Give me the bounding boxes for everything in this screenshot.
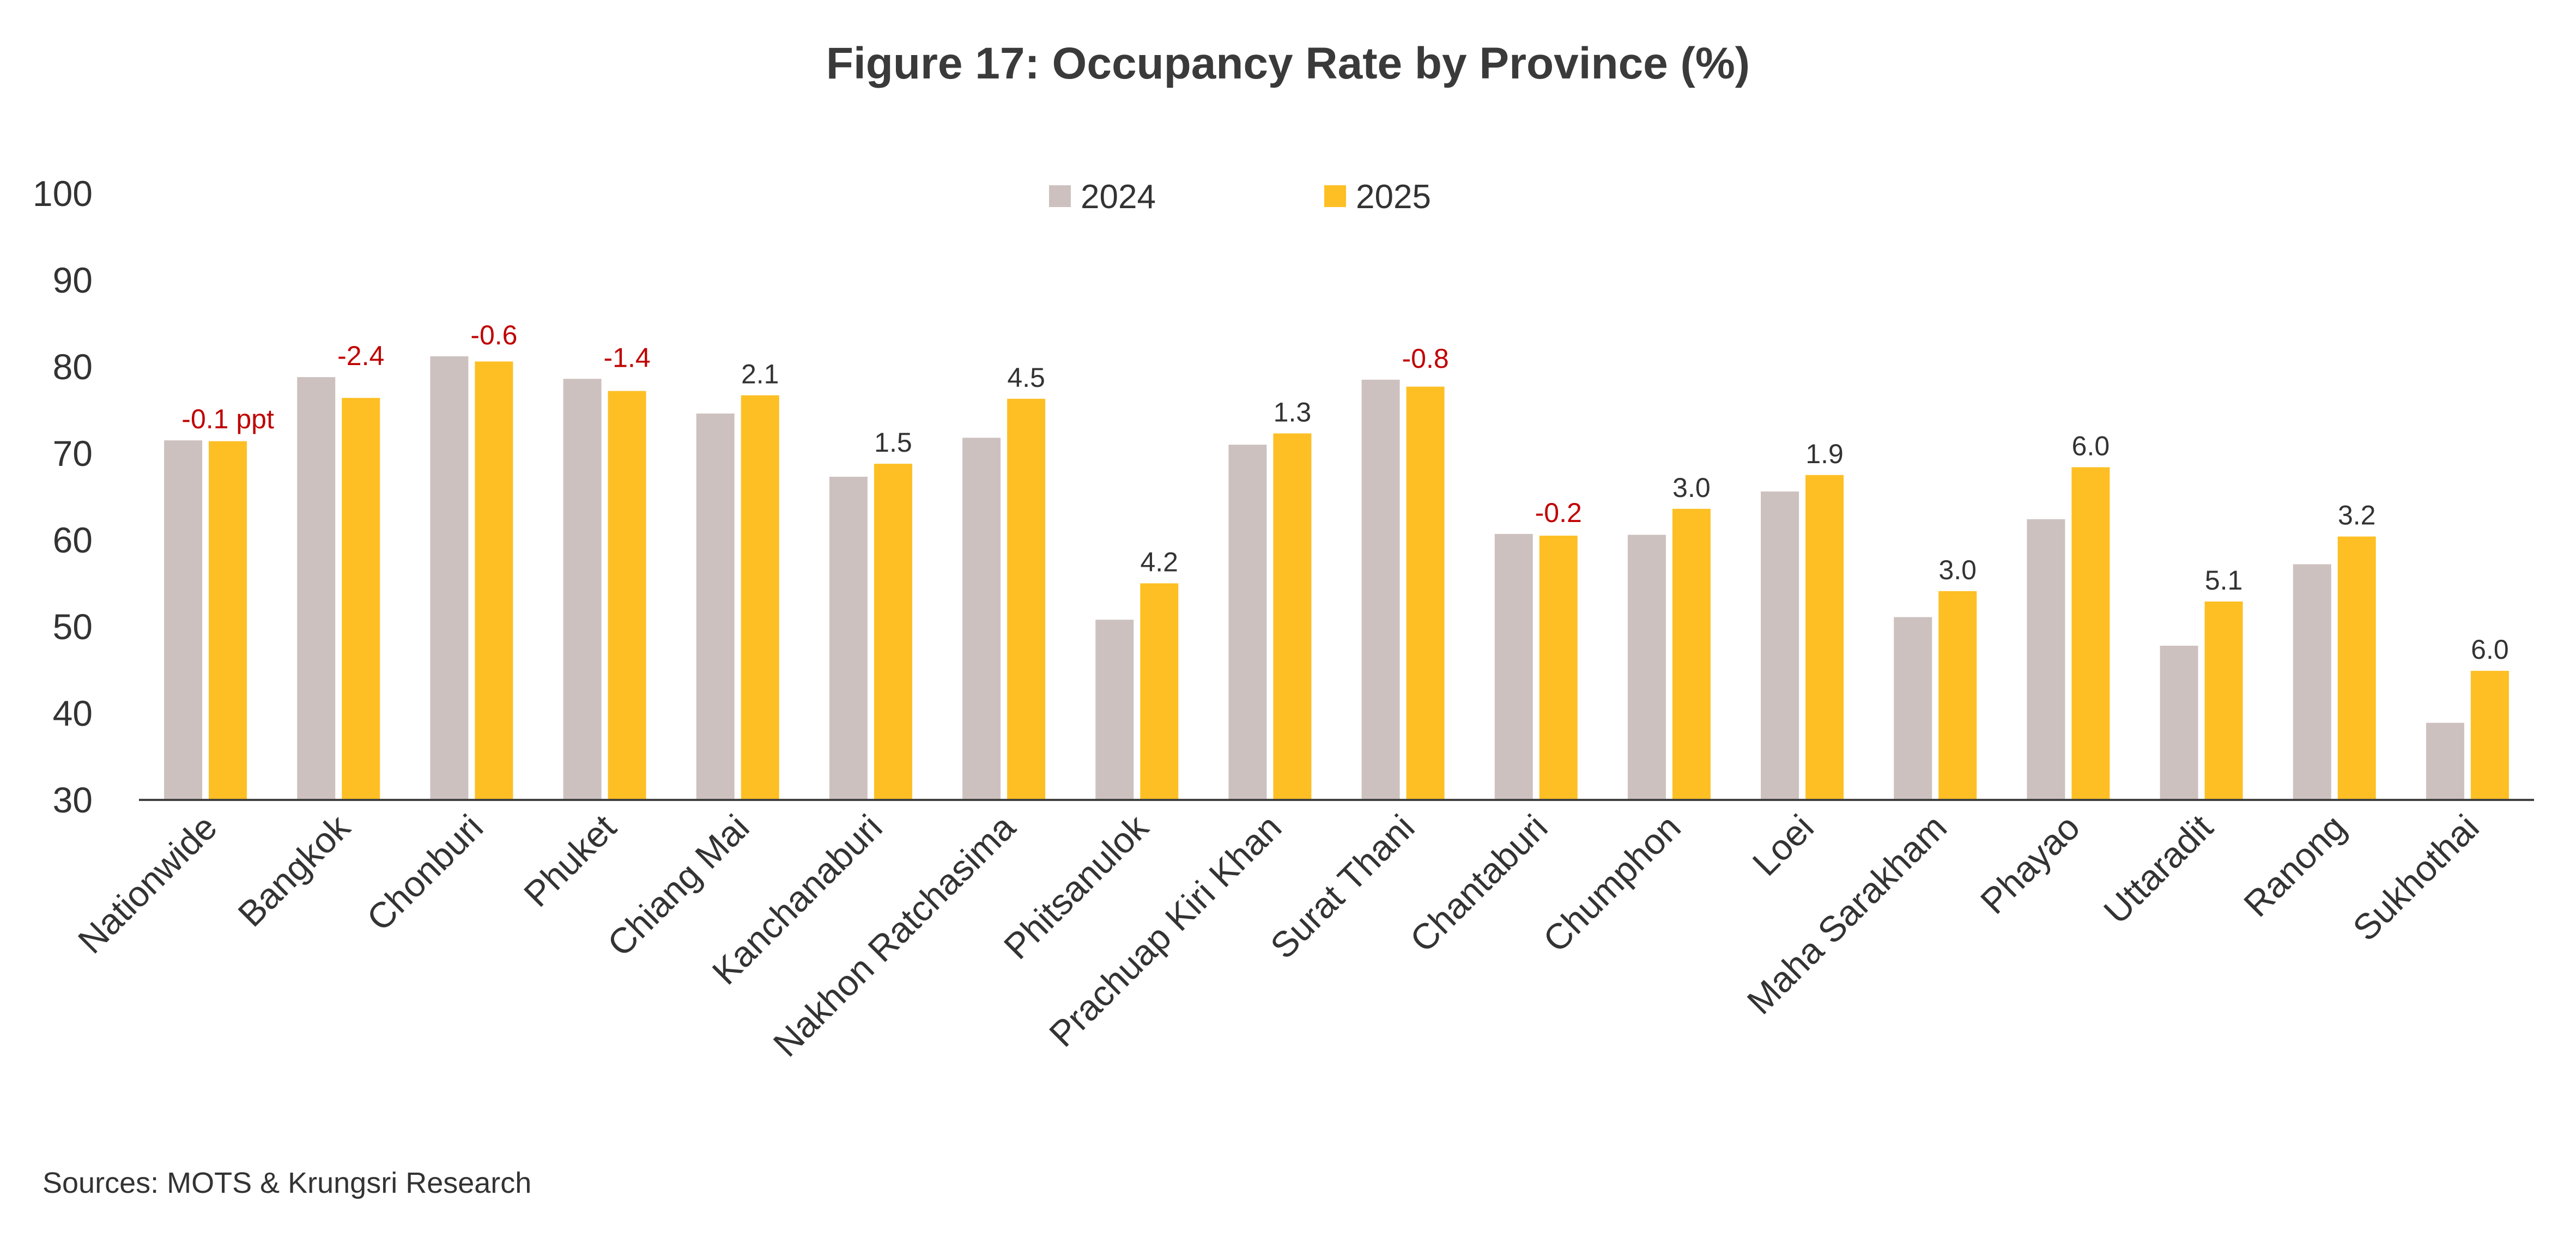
data-label: -2.4 (337, 341, 384, 371)
bar-2025 (1406, 386, 1445, 800)
legend-label: 2025 (1356, 178, 1431, 216)
data-label: 1.5 (874, 427, 912, 458)
x-tick-label: Nationwide (70, 807, 225, 961)
bar-2024 (962, 438, 1001, 800)
bar-2024 (2293, 564, 2331, 800)
bar-2025 (342, 398, 380, 800)
data-label: -0.1 ppt (181, 404, 274, 434)
y-tick-label: 30 (53, 780, 93, 820)
bar-2025 (1140, 583, 1179, 800)
y-tick-label: 50 (53, 606, 93, 647)
legend: 2024 2025 (1049, 178, 1431, 216)
x-tick-label: Sukhothai (2345, 807, 2487, 949)
bar-2025 (2337, 536, 2376, 800)
bar-2024 (2426, 723, 2464, 800)
bar-2024 (1894, 617, 1932, 800)
data-label: 3.0 (1938, 555, 1977, 585)
bar-2025 (2470, 671, 2509, 800)
bar-2025 (1273, 433, 1312, 800)
bar-2024 (1361, 379, 1400, 800)
bar-2025 (475, 361, 513, 800)
data-label: 6.0 (2471, 634, 2509, 665)
bar-2024 (430, 356, 469, 800)
sources-note: Sources: MOTS & Krungsri Research (43, 1167, 532, 1199)
data-label: 6.0 (2072, 430, 2110, 461)
x-tick-label: Chonburi (359, 807, 491, 939)
bar-2024 (696, 413, 735, 800)
bar-2025 (874, 464, 912, 800)
bar-2025 (2204, 601, 2243, 800)
data-label: 5.1 (2205, 565, 2243, 596)
x-tick-label: Surat Thani (1263, 807, 1422, 967)
bar-2024 (1494, 533, 1533, 800)
data-label: 4.2 (1140, 547, 1178, 578)
bar-2025 (1805, 475, 1844, 800)
bar-2024 (1627, 535, 1666, 800)
y-tick-label: 70 (53, 433, 93, 474)
bar-2025 (1539, 536, 1578, 800)
bar-2025 (209, 441, 247, 800)
bar-2024 (297, 377, 336, 800)
bar-2024 (829, 476, 868, 800)
bar-2024 (1761, 491, 1799, 800)
x-tick-label: Uttaradit (2096, 807, 2221, 932)
data-label: -0.8 (1402, 343, 1448, 374)
legend-label: 2024 (1081, 178, 1156, 216)
data-label: -0.2 (1535, 497, 1582, 528)
x-tick-label: Chumphon (1535, 807, 1688, 960)
x-tick-label: Prachuap Kiri Khan (1041, 807, 1289, 1054)
bar-series-group (164, 356, 2509, 800)
data-label: 3.0 (1672, 472, 1711, 503)
bar-2025 (2071, 467, 2110, 800)
bar-2024 (563, 379, 602, 800)
data-labels-group: -0.1 ppt -2.4 -0.6 -1.4 2.1 1.5 4.5 4.2 1.3 -0.8 -… (181, 320, 2508, 665)
y-tick-label: 40 (53, 693, 93, 733)
x-tick-label: Bangkok (230, 806, 358, 935)
chart-title: Figure 17: Occupancy Rate by Province (%… (826, 39, 1750, 88)
bar-2025 (741, 395, 779, 800)
y-tick-label: 80 (53, 347, 93, 387)
y-tick-label: 100 (33, 173, 93, 214)
data-label: -0.6 (470, 320, 517, 350)
y-tick-label: 90 (53, 260, 93, 300)
data-label: 2.1 (741, 359, 779, 389)
x-tick-label: Nakhon Ratchasima (765, 806, 1023, 1064)
bar-2024 (164, 440, 203, 800)
y-axis: 30 40 50 60 70 80 90 100 (33, 173, 93, 820)
x-tick-label: Phayao (1973, 807, 2088, 922)
x-tick-label: Ranong (2236, 807, 2354, 925)
legend-swatch (1049, 185, 1071, 207)
x-tick-label: Phuket (516, 807, 624, 915)
bar-2024 (2160, 645, 2198, 800)
data-label: 1.9 (1805, 439, 1844, 469)
bar-2025 (1672, 508, 1711, 800)
bar-2025 (1007, 398, 1046, 800)
bar-2024 (1095, 620, 1134, 800)
x-tick-label: Chantaburi (1402, 807, 1555, 960)
y-tick-label: 60 (53, 520, 93, 560)
data-label: 3.2 (2338, 500, 2376, 531)
legend-swatch (1324, 185, 1346, 207)
bar-2024 (2027, 519, 2065, 800)
data-label: -1.4 (603, 342, 650, 373)
bar-2025 (1938, 591, 1977, 800)
bar-2024 (1228, 445, 1267, 800)
x-tick-label: Loei (1744, 807, 1821, 884)
bar-2025 (608, 391, 646, 800)
data-label: 4.5 (1007, 362, 1045, 393)
data-label: 1.3 (1274, 397, 1312, 427)
